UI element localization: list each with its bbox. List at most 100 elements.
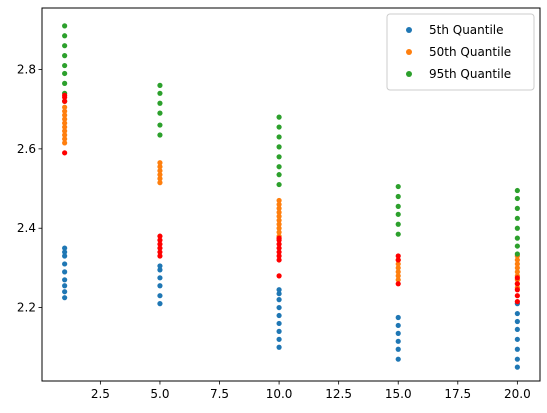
data-point <box>514 187 520 194</box>
data-point <box>157 241 163 247</box>
series-0 <box>62 245 520 370</box>
points-layer <box>62 23 520 370</box>
data-point <box>276 336 282 342</box>
data-point <box>514 275 520 281</box>
data-point <box>276 241 282 247</box>
data-point <box>276 249 282 255</box>
data-point <box>157 275 163 281</box>
data-point <box>62 104 68 110</box>
data-point <box>276 205 282 211</box>
legend-label: 50th Quantile <box>429 45 511 59</box>
data-point <box>395 265 401 271</box>
data-point <box>62 80 68 86</box>
data-point <box>157 293 163 299</box>
legend-marker <box>406 49 412 55</box>
data-point <box>276 312 282 319</box>
data-point <box>395 277 401 283</box>
x-tick-label: 17.5 <box>444 387 471 401</box>
data-point <box>62 108 68 114</box>
x-tick-label: 10.0 <box>266 387 293 401</box>
series-2 <box>62 23 520 257</box>
data-point <box>514 269 520 275</box>
data-point <box>276 213 282 219</box>
data-point <box>514 243 520 249</box>
data-point <box>395 257 401 263</box>
data-point <box>395 221 401 227</box>
data-point <box>157 283 163 289</box>
y-tick-label: 2.8 <box>17 63 36 77</box>
data-point <box>276 197 282 204</box>
data-point <box>514 318 520 325</box>
data-point <box>395 338 401 344</box>
data-point <box>276 328 282 334</box>
data-point <box>395 261 401 267</box>
data-point <box>276 257 282 263</box>
data-point <box>62 98 68 104</box>
data-point <box>514 336 520 342</box>
data-point <box>395 203 401 209</box>
data-point <box>62 116 68 122</box>
data-point <box>157 132 163 138</box>
data-point <box>276 164 282 170</box>
data-point <box>395 273 401 279</box>
series-1 <box>62 104 520 291</box>
data-point <box>62 140 68 146</box>
data-point <box>276 291 282 297</box>
x-tick-label: 15.0 <box>385 387 412 401</box>
data-point <box>514 215 520 221</box>
legend-label: 5th Quantile <box>429 23 504 37</box>
data-point <box>62 23 68 29</box>
series-3 <box>62 92 520 305</box>
data-point <box>514 299 520 305</box>
data-point <box>62 53 68 59</box>
data-point <box>395 314 401 321</box>
data-point <box>157 263 163 269</box>
data-point <box>395 211 401 217</box>
data-point <box>157 253 163 259</box>
data-point <box>157 233 163 239</box>
data-point <box>276 124 282 130</box>
data-point <box>157 90 163 96</box>
data-point <box>157 160 163 166</box>
data-point <box>62 249 68 255</box>
legend-marker <box>406 27 412 33</box>
legend-label: 95th Quantile <box>429 67 511 81</box>
data-point <box>276 181 282 188</box>
data-point <box>62 295 68 301</box>
data-point <box>62 92 68 98</box>
data-point <box>276 221 282 227</box>
data-point <box>276 217 282 223</box>
data-point <box>514 205 520 211</box>
data-point <box>395 183 401 190</box>
x-axis: 2.5 5.0 7.5 10.0 12.5 15.0 17.5 20.0 <box>91 381 531 401</box>
data-point <box>395 356 401 362</box>
data-point <box>514 281 520 287</box>
data-point <box>62 289 68 295</box>
y-axis: 2.2 2.4 2.6 2.8 <box>17 63 42 315</box>
data-point <box>395 253 401 259</box>
data-point <box>62 62 68 69</box>
data-point <box>157 82 163 88</box>
data-point <box>395 330 401 336</box>
data-point <box>62 253 68 259</box>
data-point <box>276 209 282 215</box>
data-point <box>276 225 282 231</box>
legend: 5th Quantile 50th Quantile 95th Quantile <box>386 13 535 91</box>
data-point <box>514 225 520 231</box>
data-point <box>62 136 68 142</box>
data-point <box>514 261 520 267</box>
data-point <box>62 124 68 130</box>
data-point <box>157 168 163 174</box>
data-point <box>514 257 520 263</box>
data-point <box>395 322 401 329</box>
data-point <box>514 326 520 333</box>
data-point <box>157 100 163 106</box>
data-point <box>62 283 68 289</box>
data-point <box>276 253 282 259</box>
data-point <box>62 70 68 77</box>
data-point <box>514 364 520 370</box>
legend-box <box>386 13 535 91</box>
data-point <box>276 229 282 235</box>
x-tick-label: 20.0 <box>504 387 531 401</box>
x-tick-label: 7.5 <box>210 387 229 401</box>
